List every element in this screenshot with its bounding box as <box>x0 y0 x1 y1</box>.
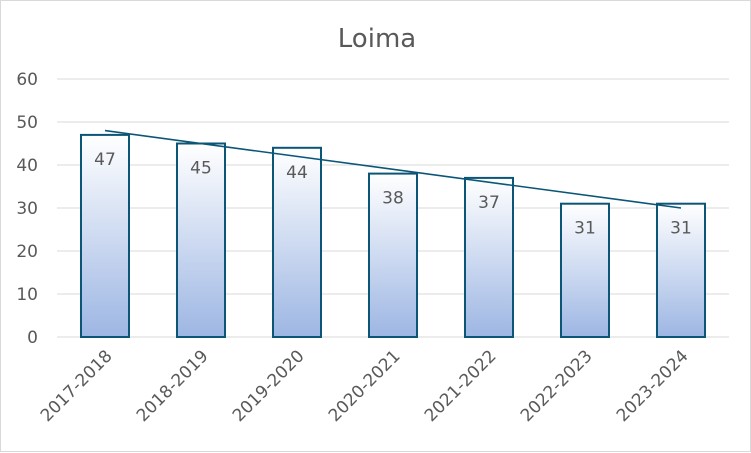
x-tick-label: 2019-2020 <box>229 346 309 426</box>
chart-title: Loima <box>338 24 416 54</box>
data-label: 31 <box>574 219 596 239</box>
bars <box>80 133 706 338</box>
bar <box>464 176 514 338</box>
x-axis-ticks: 2017-2018 2018-2019 2019-2020 2020-2021 2021… <box>37 346 693 426</box>
bar <box>560 202 610 338</box>
x-tick-label: 2021-2022 <box>421 346 501 426</box>
x-tick-label: 2018-2019 <box>133 346 213 426</box>
y-tick-label: 50 <box>16 113 38 133</box>
y-tick-label: 0 <box>27 328 38 348</box>
y-tick-label: 60 <box>16 70 38 90</box>
x-tick-label: 2017-2018 <box>37 346 117 426</box>
bar <box>656 202 706 338</box>
x-tick-label: 2023-2024 <box>613 346 693 426</box>
y-tick-label: 30 <box>16 199 38 219</box>
data-label: 31 <box>670 219 692 239</box>
y-tick-label: 40 <box>16 156 38 176</box>
data-label: 38 <box>382 189 404 209</box>
y-tick-label: 20 <box>16 242 38 262</box>
bar <box>272 146 322 338</box>
x-tick-label: 2020-2021 <box>325 346 405 426</box>
data-label: 47 <box>94 150 116 170</box>
trendline <box>104 129 682 209</box>
data-labels: 47 45 44 38 37 31 31 <box>94 150 692 239</box>
data-label: 45 <box>190 159 212 179</box>
data-label: 44 <box>286 163 308 183</box>
trendline-group <box>104 129 682 209</box>
bar <box>368 172 418 338</box>
y-tick-label: 10 <box>16 285 38 305</box>
bar <box>176 142 226 338</box>
y-axis-ticks: 0 10 20 30 40 50 60 <box>16 70 38 348</box>
data-label: 37 <box>478 193 500 213</box>
x-tick-label: 2022-2023 <box>517 346 597 426</box>
bar <box>80 133 130 338</box>
